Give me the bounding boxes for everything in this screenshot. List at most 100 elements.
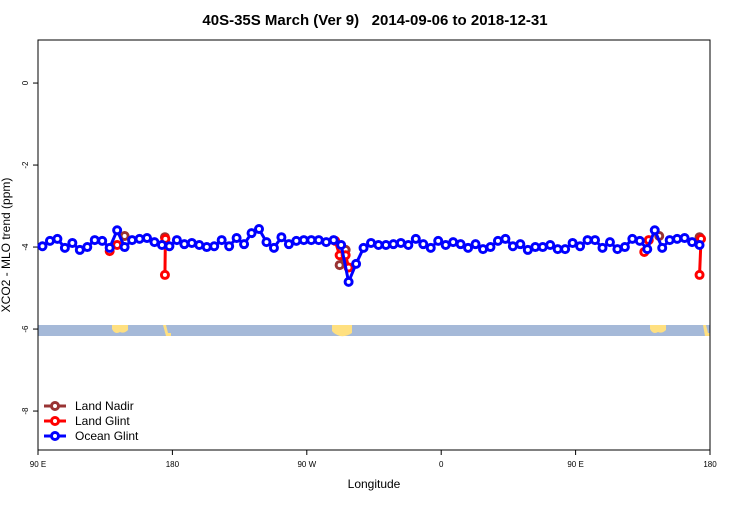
- point: [52, 233, 63, 244]
- x-tick-label: 90 E: [30, 460, 46, 469]
- point: [149, 237, 160, 248]
- point: [224, 241, 235, 252]
- legend-label: Ocean Glint: [75, 429, 139, 443]
- point: [283, 239, 294, 250]
- point: [142, 233, 153, 244]
- point: [134, 233, 145, 244]
- point: [582, 235, 593, 246]
- point: [694, 269, 705, 280]
- point: [59, 242, 70, 253]
- point: [687, 237, 698, 248]
- point: [186, 237, 197, 248]
- point: [612, 244, 623, 255]
- point: [306, 235, 317, 246]
- point: [500, 233, 511, 244]
- point: [366, 237, 377, 248]
- point: [590, 235, 601, 246]
- point: [619, 242, 630, 253]
- x-tick-label: 90 W: [297, 460, 316, 469]
- point: [455, 239, 466, 250]
- point: [343, 276, 354, 287]
- point: [388, 239, 399, 250]
- point: [336, 240, 347, 250]
- point: [672, 233, 683, 244]
- point: [276, 232, 287, 243]
- point: [485, 242, 496, 253]
- point: [552, 244, 563, 255]
- point: [89, 235, 100, 246]
- point: [239, 239, 250, 250]
- point: [334, 260, 345, 271]
- point: [545, 240, 556, 250]
- point: [231, 233, 242, 244]
- legend-label: Land Glint: [75, 414, 130, 428]
- legend-marker: [50, 431, 60, 441]
- y-axis-label: XCO2 - MLO trend (ppm): [0, 178, 13, 313]
- point: [515, 239, 526, 250]
- point: [649, 225, 660, 236]
- land-mask: [38, 325, 710, 337]
- y-tick-label: -2: [21, 161, 30, 169]
- point: [433, 235, 444, 246]
- point: [328, 235, 339, 246]
- y-tick-label: -6: [21, 325, 30, 333]
- point: [298, 235, 309, 246]
- point: [463, 242, 474, 253]
- point: [313, 235, 324, 246]
- point: [268, 242, 279, 253]
- x-tick-label: 180: [703, 460, 717, 469]
- point: [448, 237, 459, 248]
- point: [44, 235, 55, 246]
- point: [425, 242, 436, 253]
- y-tick-label: -8: [21, 407, 30, 415]
- point: [560, 244, 571, 255]
- land: [112, 325, 128, 333]
- point: [597, 242, 608, 253]
- point: [567, 237, 578, 248]
- point: [395, 237, 406, 248]
- point: [112, 225, 123, 236]
- y-tick-label: -4: [21, 243, 30, 251]
- land: [332, 325, 352, 337]
- point: [74, 244, 85, 255]
- point: [201, 242, 212, 253]
- point: [679, 233, 690, 244]
- land: [650, 325, 666, 333]
- point: [530, 242, 541, 253]
- point: [373, 240, 384, 250]
- point: [179, 239, 190, 250]
- point: [291, 235, 302, 246]
- point: [507, 241, 518, 252]
- point: [403, 240, 414, 250]
- point: [478, 244, 489, 255]
- point: [418, 239, 429, 250]
- point: [159, 269, 170, 280]
- point: [156, 240, 167, 250]
- point: [522, 244, 533, 255]
- point: [694, 240, 705, 250]
- point: [440, 240, 451, 250]
- point: [104, 242, 115, 253]
- legend-label: Land Nadir: [75, 399, 134, 413]
- ocean-strip: [38, 325, 710, 336]
- point: [37, 241, 48, 252]
- x-tick-label: 0: [439, 460, 444, 469]
- point: [216, 235, 227, 246]
- point: [664, 235, 675, 246]
- land: [703, 325, 710, 336]
- legend-marker: [50, 416, 60, 426]
- y-tick-label: 0: [21, 80, 30, 85]
- point: [164, 241, 175, 252]
- point: [112, 240, 123, 250]
- point: [642, 244, 653, 255]
- point: [82, 242, 93, 253]
- point: [171, 235, 182, 246]
- point: [119, 242, 130, 253]
- point: [380, 240, 391, 250]
- point: [358, 242, 369, 253]
- point: [351, 258, 362, 269]
- point: [127, 235, 138, 246]
- land: [163, 325, 171, 336]
- x-axis-label: Longitude: [348, 477, 401, 491]
